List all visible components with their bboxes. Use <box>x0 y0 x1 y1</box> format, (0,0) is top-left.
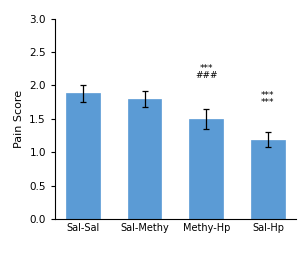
Text: ***: *** <box>261 91 275 100</box>
Text: ***: *** <box>199 64 213 73</box>
Bar <box>189 119 223 219</box>
Y-axis label: Pain Score: Pain Score <box>14 90 24 148</box>
Text: ###: ### <box>195 71 217 80</box>
Bar <box>251 139 285 219</box>
Bar <box>127 99 161 219</box>
Bar <box>66 93 100 219</box>
Text: ***: *** <box>261 98 275 107</box>
